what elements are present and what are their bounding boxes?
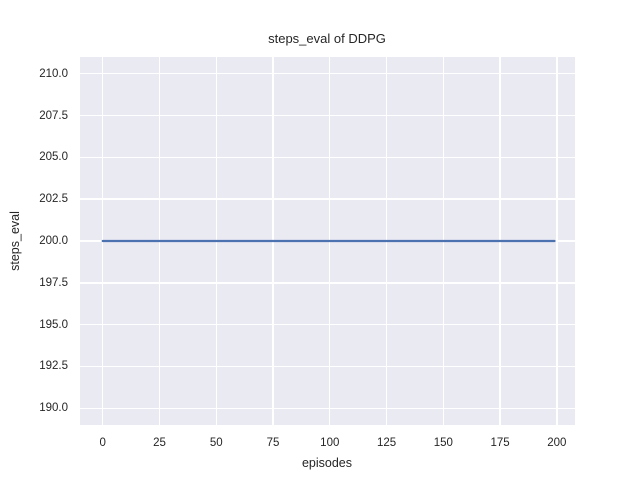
x-tick-label: 175 [490,437,510,449]
h-gridline [80,407,575,409]
v-gridline [556,57,558,425]
h-gridline [80,198,575,200]
h-gridline [80,323,575,326]
h-gridline [80,365,575,368]
plot-area [80,57,575,425]
x-tick-label: 100 [320,437,340,449]
y-tick-label: 197.5 [39,276,68,289]
y-tick-label: 207.5 [39,109,68,122]
y-tick-label: 210.0 [39,67,68,80]
h-gridline [80,114,575,117]
x-tick-label: 0 [99,437,106,449]
chart-title: steps_eval of DDPG [268,31,386,46]
x-axis-label: episodes [301,456,353,470]
y-tick-label: 195.0 [39,318,68,331]
y-tick-label: 190.0 [39,402,68,415]
x-tick-label: 150 [433,437,453,449]
x-tick-label: 25 [153,437,166,449]
x-tick-label: 75 [266,437,280,449]
h-gridline [80,73,575,75]
y-tick-label: 192.5 [39,360,68,373]
series-layer [101,239,556,243]
h-gridline [80,156,575,159]
y-tick-label: 200.0 [39,235,68,247]
h-gridline [80,282,575,284]
x-tick-label: 200 [547,437,567,449]
y-tick-label: 202.5 [39,193,68,206]
x-tick-label: 125 [376,437,397,449]
y-tick-label: 205.0 [39,151,68,164]
x-tick-label: 50 [209,437,223,449]
